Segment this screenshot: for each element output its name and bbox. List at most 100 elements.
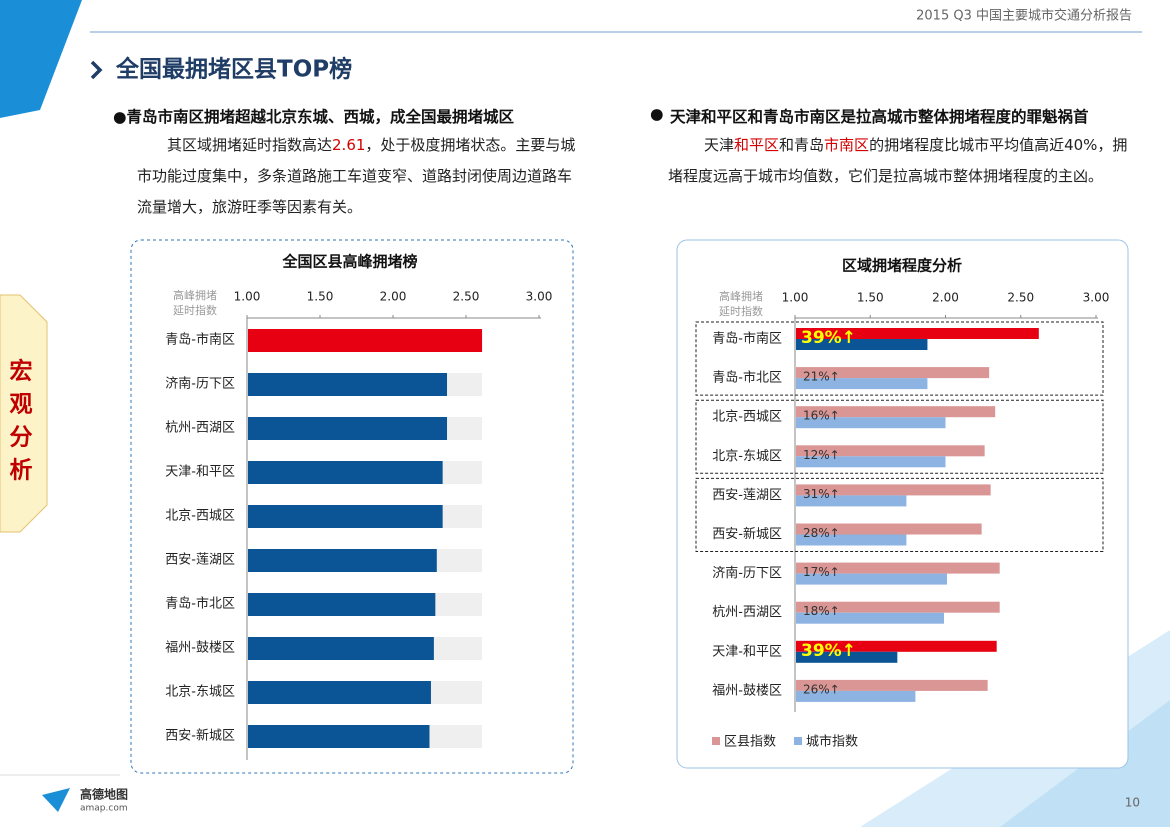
- bar: [796, 339, 928, 350]
- category-label: 青岛-市南区: [165, 332, 235, 348]
- logo-name: 高德地图: [80, 787, 128, 802]
- chart-title: 区域拥堵程度分析: [842, 257, 962, 275]
- axis-label: 高峰拥堵: [173, 288, 217, 302]
- bar-annotation: 31%↑: [803, 487, 840, 501]
- text-run: 和青岛: [779, 136, 825, 154]
- report-title: 2015 Q3 中国主要城市交通分析报告: [916, 8, 1132, 24]
- right-bullet: ●: [650, 105, 664, 123]
- category-label: 西安-新城区: [165, 728, 235, 744]
- text-run: 天津: [704, 136, 735, 154]
- x-tick-label: 2.00: [932, 291, 959, 305]
- bar: [796, 495, 907, 507]
- bar: [248, 417, 448, 440]
- category-label: 北京-西城区: [712, 410, 782, 425]
- x-tick-label: 2.50: [453, 290, 480, 304]
- axis-label: 延时指数: [719, 304, 763, 318]
- bar: [796, 690, 916, 702]
- bar: [796, 445, 985, 457]
- bar-annotation: 18%↑: [803, 604, 840, 618]
- bar: [796, 328, 1039, 339]
- bar: [248, 637, 434, 660]
- category-label: 天津-和平区: [165, 465, 235, 480]
- bar: [796, 640, 997, 652]
- bar: [796, 612, 944, 624]
- bar-annotation: 39%↑: [801, 641, 856, 661]
- text-run: ，处于极度拥堵状态。主要与城市功能过度集中，多条道路施工车道变窄、道路封闭使周边…: [137, 136, 576, 216]
- bar: [796, 484, 991, 496]
- x-tick-label: 3.00: [1083, 291, 1110, 305]
- axis-label: 高峰拥堵: [719, 289, 763, 303]
- category-label: 福州-鼓楼区: [712, 683, 782, 698]
- bar: [796, 573, 948, 585]
- category-label: 福州-鼓楼区: [165, 641, 235, 656]
- category-label: 西安-新城区: [712, 526, 782, 542]
- left-heading: ●青岛市南区拥堵超越北京东城、西城，成全国最拥堵城区: [113, 108, 515, 126]
- bar: [796, 406, 996, 418]
- text-run: 的拥堵程度比城市平均值高近40%，拥堵程度远高于城市均值数，它们是拉高城市整体拥…: [668, 136, 1128, 185]
- side-tab-label: 析: [10, 458, 33, 484]
- bar: [796, 534, 907, 546]
- category-label: 北京-东城区: [712, 449, 782, 464]
- axis-label: 延时指数: [173, 303, 217, 317]
- category-label: 北京-东城区: [165, 685, 235, 700]
- legend-label: 城市指数: [806, 734, 858, 750]
- category-label: 西安-莲湖区: [165, 553, 235, 568]
- category-label: 西安-莲湖区: [712, 488, 782, 503]
- bar-annotation: 21%↑: [803, 370, 840, 384]
- category-label: 青岛-市北区: [712, 370, 782, 386]
- bar-annotation: 12%↑: [803, 448, 840, 462]
- emphasis-text: 市南区: [824, 136, 870, 154]
- emphasis-text: 2.61: [332, 136, 366, 154]
- bar: [248, 725, 430, 748]
- x-tick-label: 1.50: [857, 291, 884, 305]
- legend-swatch: [712, 737, 720, 745]
- emphasis-text: 和平区: [734, 136, 780, 154]
- legend-swatch: [794, 737, 802, 745]
- category-label: 济南-历下区: [712, 565, 782, 581]
- bar: [796, 456, 946, 468]
- category-label: 杭州-西湖区: [165, 421, 235, 436]
- page-number: 10: [1125, 796, 1140, 810]
- left-paragraph: 其区域拥堵延时指数高达2.61，处于极度拥堵状态。主要与城市功能过度集中，多条道…: [137, 130, 582, 223]
- bar-annotation: 39%↑: [801, 328, 856, 348]
- logo-icon: [42, 788, 70, 812]
- right-paragraph: 天津和平区和青岛市南区的拥堵程度比城市平均值高近40%，拥堵程度远高于城市均值数…: [668, 130, 1128, 192]
- logo-site: amap.com: [80, 804, 128, 814]
- bar-annotation: 26%↑: [803, 682, 840, 696]
- x-tick-label: 2.50: [1007, 291, 1034, 305]
- chart-title: 全国区县高峰拥堵榜: [281, 253, 417, 271]
- bar: [248, 461, 443, 484]
- bar: [796, 679, 988, 691]
- x-tick-label: 1.00: [234, 290, 261, 304]
- x-tick-label: 1.50: [307, 290, 334, 304]
- bar: [796, 378, 928, 390]
- side-tab-label: 宏: [10, 358, 33, 385]
- x-tick-label: 1.00: [782, 291, 809, 305]
- x-tick-label: 2.00: [380, 290, 407, 304]
- bar-annotation: 28%↑: [803, 526, 840, 540]
- bar: [796, 651, 898, 663]
- bar: [248, 505, 443, 528]
- bar: [248, 549, 437, 572]
- side-tab: [0, 294, 48, 533]
- side-tab-label: 观: [10, 392, 33, 418]
- section-arrow: [90, 60, 103, 80]
- side-tab-label: 分: [10, 425, 33, 451]
- bar: [248, 329, 483, 352]
- corner-decoration: [0, 0, 82, 118]
- category-label: 杭州-西湖区: [712, 605, 782, 620]
- bar: [248, 681, 431, 704]
- bar: [796, 417, 946, 429]
- right-heading: 天津和平区和青岛市南区是拉高城市整体拥堵程度的罪魁祸首: [670, 108, 1089, 126]
- category-label: 天津-和平区: [712, 644, 782, 659]
- bar: [796, 601, 1000, 613]
- text-run: 其区域拥堵延时指数高达: [167, 136, 333, 154]
- bar: [248, 593, 436, 616]
- x-tick-label: 3.00: [526, 290, 553, 304]
- category-label: 济南-历下区: [165, 376, 235, 392]
- bar-annotation: 16%↑: [803, 409, 840, 423]
- bar: [796, 367, 990, 379]
- section-title: 全国最拥堵区县TOP榜: [115, 56, 352, 83]
- bar: [248, 373, 448, 396]
